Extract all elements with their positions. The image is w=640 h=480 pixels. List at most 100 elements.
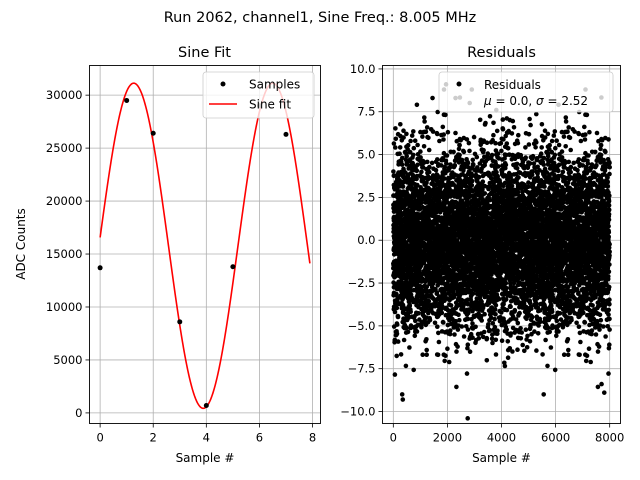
x-tick-label: 2000 <box>433 431 462 445</box>
residual-point <box>394 291 399 297</box>
residual-point <box>456 312 461 318</box>
residual-point <box>481 329 487 335</box>
residual-point <box>452 332 457 337</box>
residual-point <box>415 182 420 188</box>
residual-point <box>504 141 510 146</box>
residual-point <box>461 334 467 339</box>
residuals-plot-area <box>391 82 612 421</box>
residual-point <box>493 352 499 357</box>
residual-point <box>423 129 429 135</box>
y-tick-label: 15000 <box>46 247 83 261</box>
residual-point <box>518 326 523 331</box>
sample-point <box>203 402 209 408</box>
sine-fit-ylabel: ADC Counts <box>14 208 28 280</box>
sine-fit-axes-frame <box>89 65 321 424</box>
x-tick-label: 8000 <box>595 431 624 445</box>
residual-point <box>411 129 416 134</box>
residual-point <box>508 331 514 336</box>
sample-point <box>150 130 156 136</box>
residual-point <box>420 134 425 139</box>
residual-point <box>424 352 430 358</box>
residual-point <box>437 199 442 204</box>
sine-fit-panel: Sine Fit 0 2 4 6 805000100001500020000250003… <box>14 45 321 465</box>
residual-point <box>482 191 488 196</box>
residual-point <box>470 157 476 163</box>
residual-point <box>404 325 409 331</box>
residual-point <box>516 175 521 180</box>
x-tick-label: 4 <box>203 431 210 445</box>
residual-point <box>396 173 401 179</box>
residual-point <box>394 353 400 359</box>
residual-point <box>413 318 418 324</box>
residual-point <box>394 305 400 311</box>
residual-point <box>496 164 501 169</box>
residual-point <box>395 314 401 320</box>
residual-point <box>416 311 421 316</box>
residual-point <box>401 337 407 343</box>
residual-point <box>473 324 478 330</box>
residual-point <box>499 338 505 344</box>
residual-point <box>484 358 490 363</box>
y-tick-label: 30000 <box>46 88 83 102</box>
residual-point <box>508 304 513 310</box>
residual-point <box>403 157 409 162</box>
residual-point <box>409 133 415 138</box>
residual-point <box>399 162 405 167</box>
residual-point <box>465 342 471 348</box>
residual-point <box>459 157 465 163</box>
residual-point <box>476 174 482 180</box>
residual-point <box>434 290 440 295</box>
residual-point <box>465 327 471 332</box>
residual-point <box>440 124 446 130</box>
y-tick-label: 7.5 <box>357 105 375 119</box>
residual-point <box>407 303 413 309</box>
sample-point <box>97 265 103 271</box>
residual-point <box>422 115 427 120</box>
y-tick-label: −5.0 <box>348 319 376 333</box>
y-tick-label: −2.5 <box>348 276 376 290</box>
residual-point <box>426 169 432 175</box>
residual-point <box>429 160 435 166</box>
residual-point <box>444 161 449 166</box>
residual-point <box>515 347 520 353</box>
sine-fit-xlabel: Sample # <box>176 451 235 465</box>
residual-point <box>457 152 462 158</box>
residual-point <box>495 328 500 334</box>
residual-point <box>425 159 430 165</box>
residual-point <box>503 162 509 168</box>
x-tick-label: 8 <box>309 431 316 445</box>
residual-point <box>397 151 402 156</box>
residual-point <box>435 131 440 137</box>
residual-point <box>484 335 490 341</box>
residual-point <box>435 109 441 115</box>
residual-point <box>436 339 442 345</box>
residual-point <box>414 168 420 174</box>
residual-point <box>415 142 420 148</box>
x-tick-label: 6 <box>256 431 263 445</box>
residual-point <box>455 344 460 349</box>
residual-point <box>404 153 410 159</box>
residual-point <box>485 151 491 156</box>
residual-point <box>453 130 458 136</box>
residual-point <box>492 307 498 312</box>
residual-point <box>493 337 499 343</box>
residual-point <box>401 135 406 140</box>
residual-point <box>405 142 411 148</box>
residual-point <box>493 303 499 308</box>
residual-point <box>436 330 441 336</box>
residual-point <box>424 284 430 290</box>
residual-point <box>425 302 431 308</box>
residual-point <box>393 145 398 150</box>
x-tick-label: 0 <box>390 431 397 445</box>
residual-point <box>419 324 424 330</box>
residual-point <box>448 303 454 308</box>
x-tick-label: 2 <box>150 431 157 445</box>
residual-point <box>493 312 498 317</box>
residual-point <box>407 345 412 350</box>
residual-point <box>432 320 438 326</box>
residual-point <box>510 349 515 354</box>
residual-point <box>400 155 405 161</box>
residual-point <box>424 337 429 342</box>
residual-point <box>514 161 520 167</box>
